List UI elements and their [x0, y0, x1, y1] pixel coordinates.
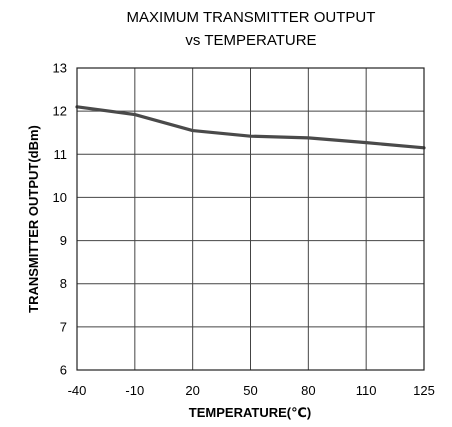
x-tick-label: 20 [185, 383, 199, 398]
y-tick-labels: 6 7 8 9 10 11 12 13 [53, 61, 67, 378]
plot-frame [76, 67, 425, 371]
x-tick-label: 125 [413, 383, 435, 398]
chart-title-line2: vs TEMPERATURE [185, 32, 316, 49]
y-tick-label: 10 [53, 190, 67, 205]
y-tick-label: 9 [60, 233, 67, 248]
y-tick-label: 11 [54, 147, 68, 162]
grid [76, 67, 425, 371]
y-axis-label: TRANSMITTER OUTPUT(dBm) [26, 125, 41, 313]
y-tick-label: 13 [53, 61, 67, 76]
series-layer [75, 105, 426, 150]
series-line [75, 105, 426, 150]
x-axis-label: TEMPERATURE(℃) [189, 405, 311, 420]
y-tick-label: 6 [60, 363, 67, 378]
y-tick-label: 7 [60, 319, 67, 334]
y-tick-label: 12 [53, 104, 67, 119]
x-tick-label: 50 [243, 383, 257, 398]
x-tick-label: -40 [68, 383, 87, 398]
x-tick-label: -10 [125, 383, 144, 398]
y-tick-label: 8 [60, 276, 67, 291]
x-tick-labels: -40 -10 20 50 80 110 125 [68, 383, 435, 398]
x-tick-label: 80 [301, 383, 315, 398]
chart-title-line1: MAXIMUM TRANSMITTER OUTPUT [127, 9, 376, 26]
x-tick-label: 110 [356, 383, 377, 398]
